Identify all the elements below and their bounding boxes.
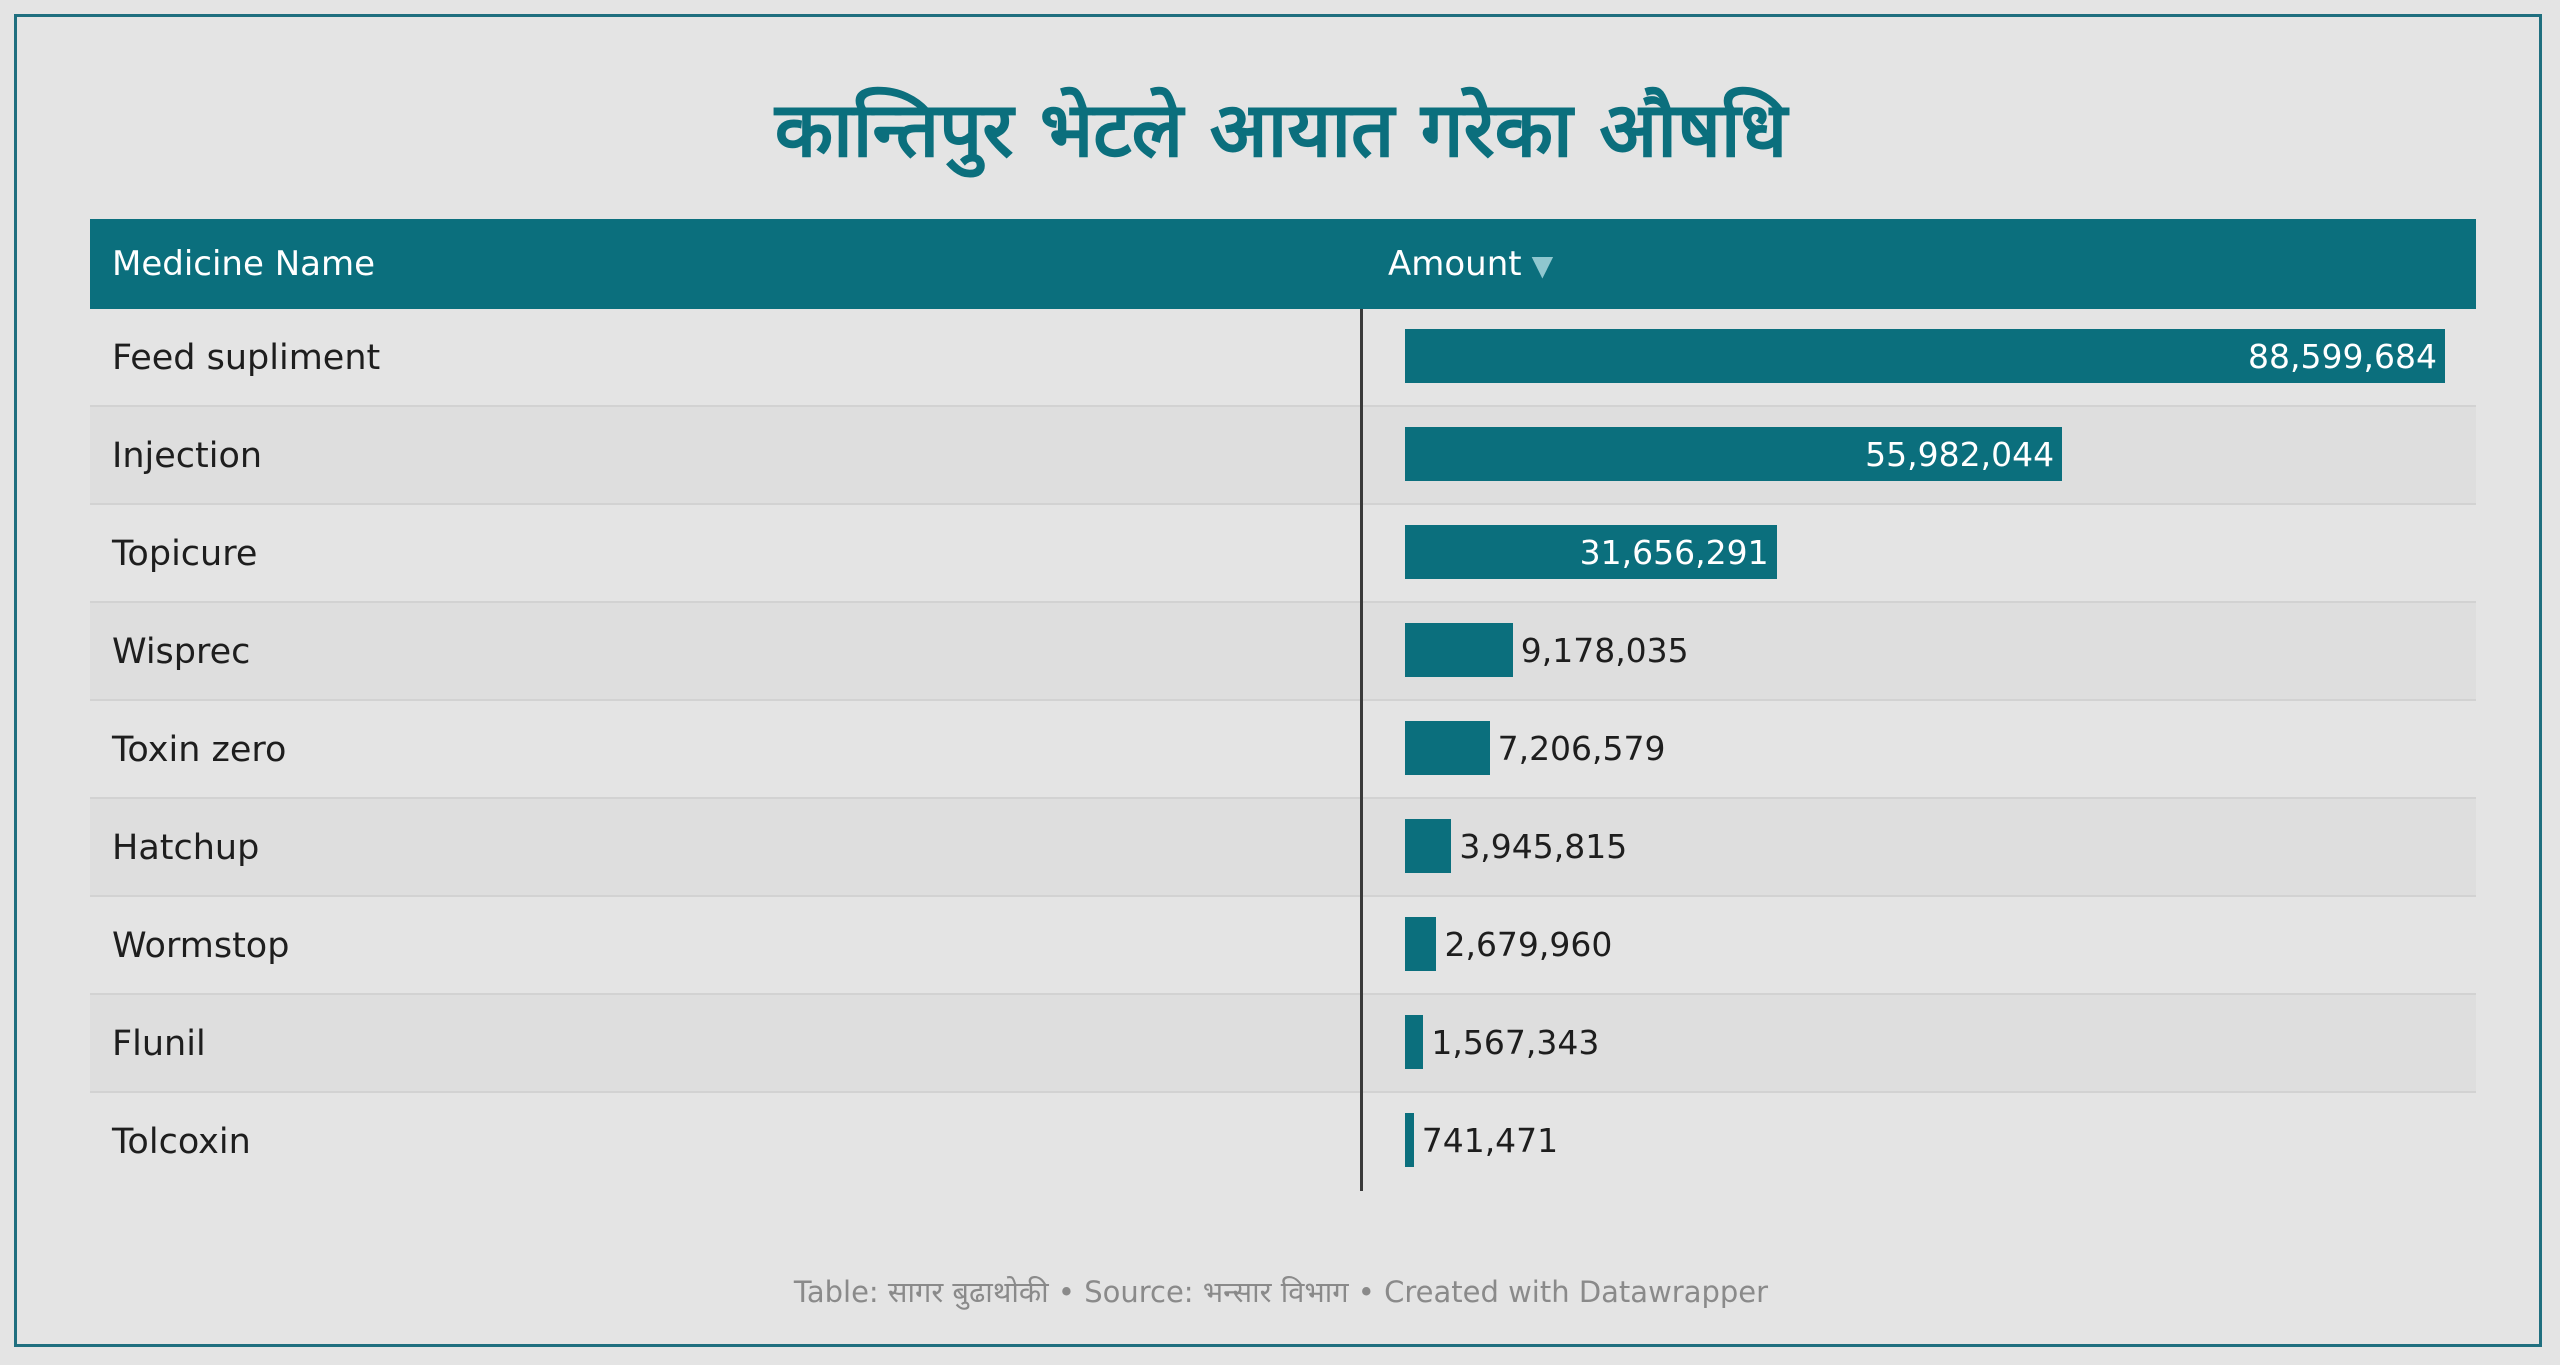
- table-row: Toxin zero 7,206,579: [90, 701, 2476, 799]
- amount-cell: 2,679,960: [1405, 897, 2445, 993]
- chart-title: कान्तिपुर भेटले आयात गरेका औषधि: [774, 85, 1788, 174]
- amount-bar: [1405, 1113, 1414, 1167]
- table-row: Tolcoxin 741,471: [90, 1093, 2476, 1191]
- amount-cell: 1,567,343: [1405, 995, 2445, 1091]
- column-divider: [1360, 309, 1363, 1191]
- amount-cell: 741,471: [1405, 1093, 2445, 1191]
- amount-value-label: 3,945,815: [1459, 827, 1628, 866]
- amount-cell: 55,982,044: [1405, 407, 2445, 503]
- table-row: Feed supliment 88,599,684: [90, 309, 2476, 407]
- amount-value-label: 55,982,044: [1865, 435, 2055, 474]
- table-body: Feed supliment 88,599,684 Injection 55,982,…: [90, 309, 2476, 1191]
- medicine-name-cell: Topicure: [112, 534, 258, 574]
- table-row: Hatchup 3,945,815: [90, 799, 2476, 897]
- amount-bar: [1405, 917, 1437, 971]
- amount-value-label: 31,656,291: [1579, 533, 1769, 572]
- amount-bar: [1405, 721, 1490, 775]
- amount-value-label: 741,471: [1421, 1121, 1559, 1160]
- chart-frame: कान्तिपुर भेटले आयात गरेका औषधि Medicine…: [14, 14, 2542, 1347]
- column-header-medicine-name[interactable]: Medicine Name: [112, 244, 376, 284]
- medicine-name-cell: Tolcoxin: [112, 1122, 251, 1162]
- amount-cell: 7,206,579: [1405, 701, 2445, 797]
- amount-value-label: 2,679,960: [1444, 925, 1613, 964]
- amount-value-label: 9,178,035: [1520, 631, 1689, 670]
- medicine-name-cell: Feed supliment: [112, 338, 381, 378]
- chart-footer: Table: सागर बुढाथोकी • Source: भन्सार वि…: [793, 1275, 1769, 1309]
- amount-cell: 88,599,684: [1405, 309, 2445, 405]
- amount-value-label: 7,206,579: [1497, 729, 1666, 768]
- amount-bar: [1405, 525, 1777, 579]
- medicine-name-cell: Flunil: [112, 1024, 206, 1064]
- medicine-name-cell: Hatchup: [112, 828, 260, 868]
- amount-bar: [1405, 819, 1452, 873]
- amount-bar: [1405, 427, 2063, 481]
- amount-cell: 3,945,815: [1405, 799, 2445, 895]
- table-row: Topicure 31,656,291: [90, 505, 2476, 603]
- medicine-name-cell: Wormstop: [112, 926, 290, 966]
- amount-bar: [1405, 1015, 1424, 1069]
- table-row: Injection 55,982,044: [90, 407, 2476, 505]
- amount-value-label: 1,567,343: [1431, 1023, 1600, 1062]
- table-row: Wormstop 2,679,960: [90, 897, 2476, 995]
- sort-descending-icon[interactable]: ▼: [1531, 249, 1554, 282]
- column-header-amount[interactable]: Amount ▼: [1388, 219, 1553, 311]
- amount-value-label: 88,599,684: [2248, 337, 2437, 376]
- table-row: Wisprec 9,178,035: [90, 603, 2476, 701]
- amount-cell: 9,178,035: [1405, 603, 2445, 699]
- medicine-name-cell: Toxin zero: [112, 730, 287, 770]
- table-row: Flunil 1,567,343: [90, 995, 2476, 1093]
- medicine-name-cell: Injection: [112, 436, 263, 476]
- amount-cell: 31,656,291: [1405, 505, 2445, 601]
- medicine-name-cell: Wisprec: [112, 632, 251, 672]
- amount-bar: [1405, 623, 1513, 677]
- column-header-amount-label: Amount: [1388, 244, 1522, 284]
- amount-bar: [1405, 329, 2445, 383]
- table-header: Medicine Name Amount ▼: [90, 219, 2476, 309]
- data-table: Medicine Name Amount ▼ Feed supliment 88,5…: [90, 219, 2476, 1191]
